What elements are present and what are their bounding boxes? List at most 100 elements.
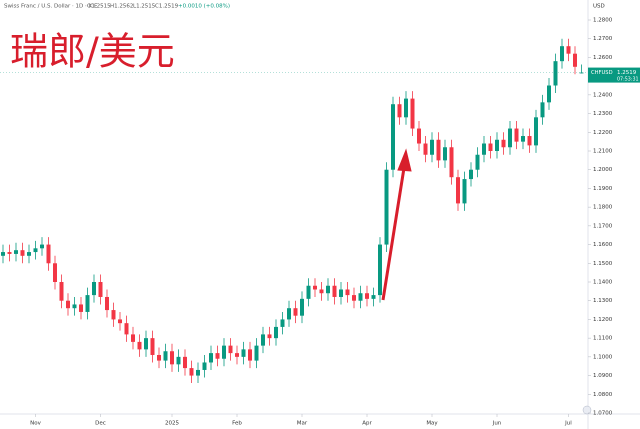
header-low: L1.2515 bbox=[133, 4, 156, 10]
x-tick-label: Nov bbox=[30, 421, 41, 427]
candle-body bbox=[397, 104, 402, 118]
candle-body bbox=[436, 139, 441, 161]
candle-body bbox=[20, 250, 25, 256]
candle-body bbox=[7, 252, 12, 254]
x-tick-label: Jun bbox=[492, 421, 502, 427]
candle-body bbox=[527, 136, 532, 146]
candle-body bbox=[137, 341, 142, 350]
x-tick-label: Dec bbox=[95, 421, 106, 427]
x-tick-label: Jul bbox=[564, 421, 572, 427]
y-tick-label: 1.1600 bbox=[593, 242, 613, 248]
candle-body bbox=[98, 282, 103, 297]
y-tick-label: 1.2000 bbox=[593, 167, 613, 173]
candle-body bbox=[404, 98, 408, 118]
price-tag-value: 1.2519 bbox=[617, 70, 637, 76]
candle-body bbox=[1, 252, 5, 256]
candle-body bbox=[417, 128, 421, 144]
x-tick-label: May bbox=[426, 421, 438, 427]
header-change: +0.0010 (+0.08%) bbox=[178, 4, 230, 10]
candle-body bbox=[176, 356, 181, 365]
candle-body bbox=[202, 362, 207, 370]
candle-body bbox=[189, 368, 194, 376]
candle-body bbox=[293, 308, 298, 316]
candle-body bbox=[449, 147, 454, 178]
candle-body bbox=[391, 104, 395, 170]
candle-body bbox=[573, 53, 577, 67]
candle-body bbox=[254, 345, 259, 361]
candle-body bbox=[553, 61, 558, 86]
x-tick-label: Mar bbox=[297, 421, 308, 427]
candle-body bbox=[33, 248, 38, 253]
candle-body bbox=[358, 293, 363, 301]
candle-body bbox=[228, 345, 233, 354]
candle-body bbox=[157, 354, 161, 361]
candle-body bbox=[566, 46, 571, 54]
candle-body bbox=[521, 136, 525, 142]
y-tick-label: 1.2100 bbox=[593, 149, 613, 155]
candle-body bbox=[72, 304, 77, 309]
candle-body bbox=[488, 143, 493, 151]
candle-body bbox=[163, 351, 168, 361]
candle-body bbox=[514, 128, 519, 142]
candle-body bbox=[79, 304, 83, 312]
arrow-head bbox=[397, 148, 412, 172]
candle-body bbox=[456, 177, 460, 204]
y-tick-label: 1.1400 bbox=[593, 280, 613, 286]
candle-body bbox=[105, 296, 109, 311]
price-tag-symbol: CHFUSD bbox=[591, 70, 613, 76]
y-tick-label: 1.1500 bbox=[593, 261, 613, 267]
trend-arrow bbox=[381, 148, 412, 301]
flag-icon bbox=[582, 405, 592, 415]
candle-body bbox=[27, 252, 31, 256]
candle-body bbox=[495, 139, 499, 151]
candle-body bbox=[560, 46, 564, 62]
candle-body bbox=[475, 154, 480, 170]
candle-body bbox=[124, 323, 129, 335]
candle-body bbox=[313, 285, 317, 290]
price-tag-bg bbox=[588, 67, 640, 83]
candle-body bbox=[118, 319, 122, 324]
candle-body bbox=[196, 369, 200, 376]
candle-body bbox=[508, 128, 512, 148]
candle-body bbox=[92, 282, 96, 296]
y-tick-label: 1.0800 bbox=[593, 392, 613, 398]
candle-body bbox=[384, 169, 389, 245]
candle-body bbox=[410, 98, 415, 129]
candle-body bbox=[371, 295, 376, 299]
y-tick-label: 1.1900 bbox=[593, 186, 613, 192]
candle-body bbox=[423, 143, 428, 155]
y-tick-label: 1.0700 bbox=[593, 411, 613, 417]
y-tick-label: 1.2300 bbox=[593, 111, 613, 117]
candle-body bbox=[46, 244, 51, 264]
candle-body bbox=[319, 289, 324, 294]
y-tick-label: 1.1800 bbox=[593, 205, 613, 211]
candle-body bbox=[326, 285, 330, 294]
candle-body bbox=[280, 319, 285, 327]
candle-body bbox=[241, 349, 246, 357]
candle-body bbox=[339, 289, 343, 297]
header-open: O1.2515 bbox=[87, 4, 111, 10]
candle-body bbox=[287, 308, 291, 320]
candle-body bbox=[540, 102, 545, 118]
candle-body bbox=[274, 326, 278, 339]
y-tick-label: 1.2800 bbox=[593, 18, 613, 24]
y-tick-label: 1.1200 bbox=[593, 317, 613, 323]
y-tick-label: 1.1100 bbox=[593, 336, 613, 342]
y-tick-label: 1.2400 bbox=[593, 92, 613, 98]
y-tick-label: 1.0900 bbox=[593, 373, 613, 379]
chart-title: 瑞郎/美元 bbox=[10, 30, 175, 74]
candle-body bbox=[111, 310, 116, 320]
candle-body bbox=[131, 334, 135, 342]
axis-unit: USD bbox=[593, 4, 605, 10]
candle-body bbox=[209, 353, 213, 363]
x-tick-label: Feb bbox=[232, 421, 242, 427]
candle-body bbox=[144, 338, 148, 350]
candle-body bbox=[501, 139, 506, 148]
candle-body bbox=[66, 300, 70, 309]
candle-body bbox=[14, 250, 18, 254]
candle-body bbox=[462, 179, 467, 204]
y-tick-label: 1.2600 bbox=[593, 55, 613, 61]
candle-body bbox=[482, 143, 486, 155]
price-tag-timer: 07:53:31 bbox=[617, 77, 639, 83]
